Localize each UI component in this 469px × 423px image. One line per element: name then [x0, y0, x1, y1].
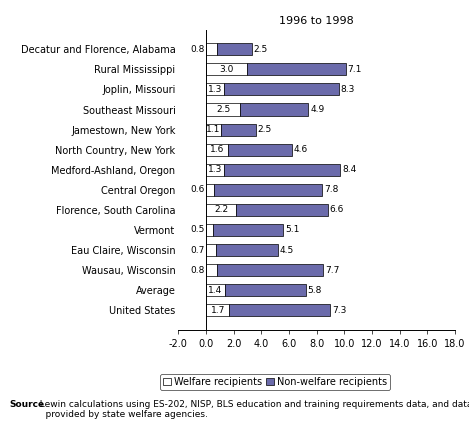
Text: 0.7: 0.7 — [191, 245, 205, 255]
Text: 0.8: 0.8 — [191, 45, 205, 54]
Text: 7.1: 7.1 — [348, 65, 362, 74]
Text: 5.1: 5.1 — [286, 225, 300, 234]
Text: 0.6: 0.6 — [191, 185, 205, 194]
Bar — [206, 304, 229, 316]
Title: 1996 to 1998: 1996 to 1998 — [279, 16, 354, 26]
Bar — [206, 104, 241, 115]
Bar — [216, 244, 278, 256]
Text: 4.9: 4.9 — [310, 105, 325, 114]
Bar — [206, 224, 213, 236]
Bar — [206, 124, 221, 136]
Text: 1.3: 1.3 — [208, 165, 222, 174]
Text: 1.6: 1.6 — [210, 145, 224, 154]
Bar — [248, 63, 346, 75]
Text: 7.8: 7.8 — [324, 185, 339, 194]
Bar — [206, 43, 217, 55]
Text: : Lewin calculations using ES-202, NISP, BLS education and training requirements: : Lewin calculations using ES-202, NISP,… — [34, 400, 469, 419]
Bar — [206, 184, 214, 196]
Bar — [221, 124, 256, 136]
Bar — [228, 144, 292, 156]
Text: 0.5: 0.5 — [191, 225, 205, 234]
Bar — [224, 83, 339, 96]
Text: 1.7: 1.7 — [211, 306, 225, 315]
Bar — [206, 164, 224, 176]
Text: 2.5: 2.5 — [254, 45, 268, 54]
Bar — [206, 63, 248, 75]
Text: 2.5: 2.5 — [258, 125, 272, 134]
Text: 7.3: 7.3 — [333, 306, 347, 315]
Text: 1.4: 1.4 — [208, 286, 223, 295]
Text: 5.8: 5.8 — [308, 286, 322, 295]
Legend: Welfare recipients, Non-welfare recipients: Welfare recipients, Non-welfare recipien… — [160, 374, 390, 390]
Bar — [206, 204, 236, 216]
Text: 8.4: 8.4 — [342, 165, 356, 174]
Bar — [217, 264, 324, 276]
Text: 6.6: 6.6 — [330, 206, 344, 214]
Text: 4.6: 4.6 — [294, 145, 308, 154]
Bar — [206, 264, 217, 276]
Text: 0.8: 0.8 — [191, 266, 205, 275]
Text: 1.1: 1.1 — [206, 125, 221, 134]
Text: 8.3: 8.3 — [341, 85, 355, 94]
Text: 4.5: 4.5 — [280, 245, 294, 255]
Bar — [224, 164, 340, 176]
Bar — [225, 284, 305, 296]
Text: 1.3: 1.3 — [208, 85, 222, 94]
Text: 7.7: 7.7 — [325, 266, 340, 275]
Bar — [214, 184, 322, 196]
Bar — [217, 43, 251, 55]
Bar — [206, 144, 228, 156]
Text: 3.0: 3.0 — [219, 65, 234, 74]
Text: 2.2: 2.2 — [214, 206, 228, 214]
Bar — [206, 83, 224, 96]
Text: 2.5: 2.5 — [216, 105, 230, 114]
Bar — [213, 224, 283, 236]
Bar — [236, 204, 328, 216]
Bar — [206, 244, 216, 256]
Bar — [206, 284, 225, 296]
Bar — [229, 304, 330, 316]
Bar — [241, 104, 308, 115]
Text: Source: Source — [9, 400, 45, 409]
